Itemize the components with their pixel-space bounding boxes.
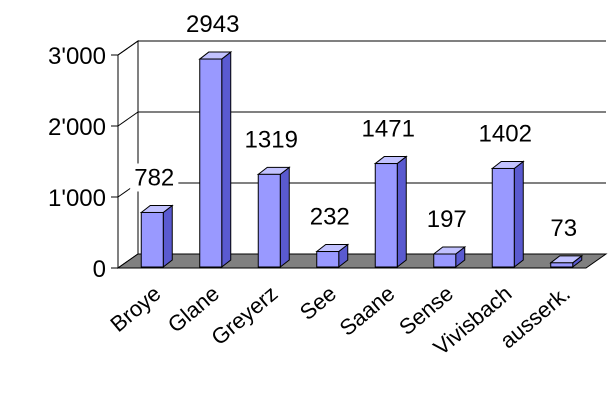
bar-front bbox=[374, 163, 398, 268]
x-category-label: Broye bbox=[105, 281, 165, 337]
chart-floor bbox=[116, 253, 608, 269]
x-category-label: Greyerz bbox=[206, 281, 282, 350]
bar-vivisbach bbox=[490, 160, 525, 269]
bar-side bbox=[221, 51, 232, 269]
data-label-text: 1471 bbox=[362, 116, 415, 143]
data-label: 782 bbox=[130, 163, 179, 192]
bar-front bbox=[140, 211, 164, 268]
gridline bbox=[117, 40, 606, 56]
y-tick-label: 0 bbox=[93, 256, 106, 283]
bar-saane bbox=[373, 155, 408, 269]
side-wall bbox=[117, 40, 139, 269]
x-category-label: See bbox=[295, 281, 341, 325]
data-label: 2943 bbox=[181, 10, 244, 39]
y-tick-label: 3'000 bbox=[48, 43, 106, 70]
data-label: 232 bbox=[305, 202, 354, 231]
data-label-text: 1319 bbox=[245, 126, 298, 153]
data-label-bg bbox=[240, 125, 303, 154]
data-label-bg bbox=[305, 202, 354, 231]
gridline bbox=[117, 182, 606, 198]
bars bbox=[139, 51, 584, 269]
data-label: 73 bbox=[546, 213, 582, 242]
gridline bbox=[117, 111, 606, 127]
y-tick-label: 1'000 bbox=[48, 185, 106, 212]
data-label-bg bbox=[130, 163, 179, 192]
bar-front bbox=[257, 173, 281, 268]
bar-front bbox=[316, 251, 340, 268]
bar-front bbox=[433, 253, 457, 268]
bar-greyerz bbox=[256, 166, 291, 269]
data-label-text: 2943 bbox=[186, 11, 239, 38]
bar-ausserk- bbox=[549, 254, 584, 269]
bar-front bbox=[550, 262, 574, 268]
floor-plane bbox=[116, 253, 608, 269]
data-label-bg bbox=[422, 205, 471, 234]
data-label-bg bbox=[357, 114, 420, 143]
bar-broye bbox=[139, 204, 174, 269]
bar-side bbox=[396, 155, 407, 269]
data-label-bg bbox=[474, 119, 537, 148]
gridlines bbox=[117, 40, 606, 269]
bar-sense bbox=[432, 245, 467, 269]
y-axis: 0 1'000 2'000 3'000 bbox=[48, 43, 119, 283]
data-label: 1471 bbox=[357, 114, 420, 143]
data-label-text: 232 bbox=[310, 204, 350, 231]
x-category-label: Saane bbox=[335, 281, 400, 341]
bar-see bbox=[315, 243, 350, 269]
y-tick-label: 2'000 bbox=[48, 114, 106, 141]
bar-glane bbox=[198, 51, 233, 269]
data-label-text: 782 bbox=[134, 164, 174, 191]
bar-side bbox=[162, 204, 173, 269]
data-label-text: 197 bbox=[427, 206, 467, 233]
data-label: 1319 bbox=[240, 125, 303, 154]
data-label: 1402 bbox=[474, 119, 537, 148]
chart-walls bbox=[117, 40, 139, 269]
data-label-bg bbox=[546, 213, 582, 242]
bar-side bbox=[279, 166, 290, 269]
data-labels: 782 2943 1319 232 1471 197 1402 73 bbox=[130, 10, 582, 242]
bar-front bbox=[199, 58, 223, 268]
data-label-text: 73 bbox=[550, 215, 577, 242]
data-label: 197 bbox=[422, 205, 471, 234]
bar-front bbox=[491, 167, 515, 268]
data-label-bg bbox=[181, 10, 244, 39]
data-label-text: 1402 bbox=[479, 120, 532, 147]
bar-side bbox=[513, 160, 524, 269]
